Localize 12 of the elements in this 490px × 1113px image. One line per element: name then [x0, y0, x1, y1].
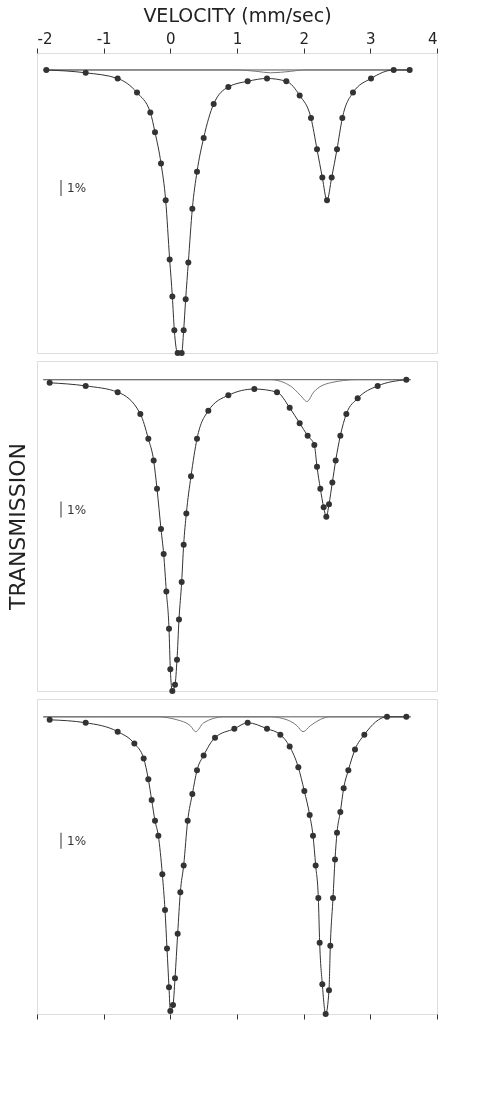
x-tick-label: 2	[299, 29, 309, 48]
annotation: 1%	[67, 833, 87, 848]
x-axis-title: VELOCITY (mm/sec)	[143, 3, 332, 26]
annotation: 1%	[67, 181, 87, 195]
x-tick-label: 3	[366, 29, 376, 48]
x-tick-label: 1	[232, 29, 243, 48]
x-tick-label: 4	[427, 29, 438, 48]
x-tick-label: -1	[96, 29, 112, 48]
annotation: 1%	[67, 502, 87, 517]
x-tick-label: -2	[37, 29, 53, 48]
x-tick-label: 0	[166, 29, 176, 48]
y-axis-title: TRANSMISSION	[4, 443, 30, 611]
